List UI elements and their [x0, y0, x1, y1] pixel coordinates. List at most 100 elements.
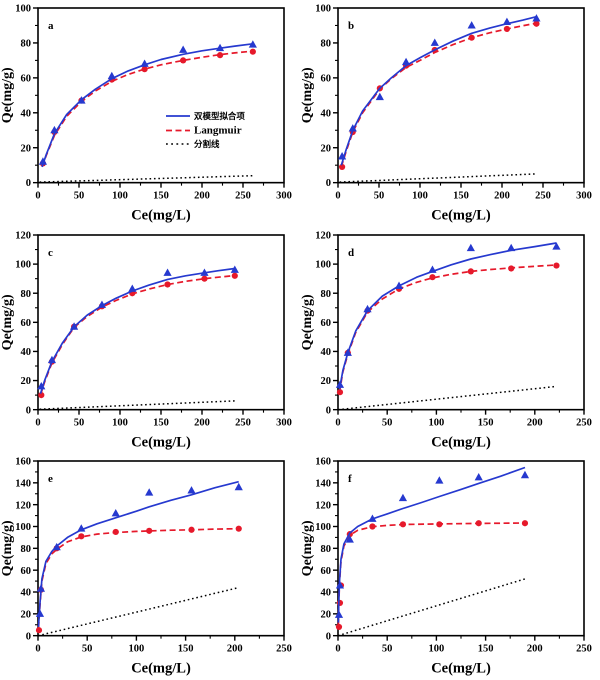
y-tick-label: 0 [326, 632, 331, 643]
y-tick-label: 120 [15, 230, 31, 241]
chart-d: 0 50 100 150 200 250 0 20 40 60 80 100 120 Ce(mg/L) Qe… [300, 230, 592, 450]
data-point-circle [78, 533, 85, 540]
x-axis-label: Ce(mg/L) [131, 434, 191, 450]
data-point-triangle [140, 59, 149, 67]
x-tick-label: 100 [129, 644, 145, 655]
data-point-triangle [215, 43, 225, 52]
panel-letter: f [348, 473, 352, 485]
x-tick-label: 150 [153, 417, 169, 428]
x-axis-label: Ce(mg/L) [431, 661, 491, 677]
data-point-triangle [394, 281, 404, 289]
data-point-triangle [69, 321, 79, 330]
y-tick-label: 160 [315, 457, 331, 468]
y-tick-label: 80 [21, 39, 31, 50]
y-tick-label: 60 [321, 318, 331, 329]
x-tick-label: 50 [382, 417, 392, 428]
divider-curve [39, 399, 235, 410]
data-point-triangle [428, 265, 437, 273]
x-tick-label: 250 [576, 417, 592, 428]
y-axis-label: Qe(mg/g) [300, 520, 315, 576]
data-point-circle [429, 273, 436, 280]
data-point-triangle [368, 514, 377, 523]
y-axis-label: Qe(mg/g) [300, 294, 315, 350]
data-point-triangle [345, 535, 354, 543]
data-point-triangle [334, 610, 344, 619]
y-tick-label: 20 [321, 376, 331, 387]
dual-model-curve [41, 42, 253, 168]
data-point-triangle [77, 96, 86, 104]
y-tick-label: 0 [326, 178, 331, 189]
data-point-triangle [552, 241, 561, 250]
data-point-circle [553, 262, 560, 269]
divider-curve [37, 587, 239, 637]
data-point-triangle [234, 483, 243, 491]
y-tick-label: 40 [21, 347, 31, 358]
y-tick-label: 100 [15, 4, 31, 15]
data-point-circle [249, 48, 256, 55]
data-point-circle [475, 520, 482, 527]
data-point-triangle [401, 57, 411, 66]
data-point-triangle [187, 486, 196, 494]
x-tick-label: 250 [235, 417, 251, 428]
y-tick-label: 60 [21, 318, 31, 329]
x-tick-label: 250 [576, 644, 592, 655]
data-point-circle [146, 528, 153, 535]
data-point-circle [521, 520, 529, 527]
x-tick-label: 200 [494, 191, 510, 202]
data-point-circle [235, 525, 242, 533]
subplot-c: 0 50 100 150 200 250 300 0 20 40 60 80 100 120 Ce(mg/L… [0, 227, 300, 454]
data-point-triangle [335, 380, 345, 388]
chart-e: 0 50 100 150 200 250 0 20 40 60 80 100 120 140 160 Ce(m… [0, 457, 292, 677]
divider-curve [339, 173, 537, 183]
data-point-triangle [398, 494, 408, 502]
data-point-circle [231, 272, 238, 279]
x-tick-label: 0 [335, 191, 340, 202]
x-tick-label: 250 [235, 191, 251, 202]
y-tick-label: 140 [15, 479, 31, 490]
data-point-triangle [97, 300, 107, 308]
x-axis-label: Ce(mg/L) [431, 434, 491, 450]
panel-letter: a [48, 20, 54, 32]
x-tick-label: 100 [429, 417, 445, 428]
panel-letter: d [348, 247, 354, 259]
x-tick-label: 50 [374, 191, 384, 202]
data-point-triangle [35, 609, 45, 618]
x-tick-label: 200 [227, 644, 243, 655]
data-point-triangle [200, 268, 209, 276]
langmuir-curve [337, 522, 526, 626]
chart-f: 0 50 100 150 200 250 0 20 40 60 80 100 120 140 160 Ce(m… [300, 457, 592, 677]
y-tick-label: 40 [321, 588, 331, 599]
data-point-circle [467, 267, 474, 275]
x-tick-label: 100 [412, 191, 428, 202]
y-tick-label: 80 [21, 544, 31, 555]
y-axis-label: Qe(mg/g) [0, 294, 15, 350]
data-point-triangle [179, 45, 188, 53]
subplot-a: 0 50 100 150 200 250 300 0 20 40 60 80 100 Ce(mg/L) Qe… [0, 0, 300, 227]
x-tick-label: 100 [112, 417, 128, 428]
y-tick-label: 80 [321, 544, 331, 555]
data-point-triangle [348, 124, 357, 132]
x-tick-label: 200 [527, 417, 543, 428]
y-tick-label: 40 [21, 108, 31, 119]
y-tick-label: 160 [15, 457, 31, 468]
data-point-triangle [47, 355, 57, 363]
langmuir-curve [39, 274, 235, 396]
x-tick-label: 50 [382, 644, 392, 655]
data-point-circle [436, 521, 443, 528]
data-point-triangle [37, 381, 46, 390]
x-tick-label: 150 [478, 644, 494, 655]
data-point-triangle [363, 304, 372, 312]
legend-label-langmuir: Langmuir [194, 125, 242, 137]
y-tick-label: 0 [26, 178, 31, 189]
axes-frame [37, 7, 285, 184]
langmuir-curve [340, 22, 537, 168]
data-point-triangle [467, 21, 476, 29]
x-tick-label: 50 [74, 417, 84, 428]
subplot-f: 0 50 100 150 200 250 0 20 40 60 80 100 120 140 160 Ce(m… [300, 453, 600, 680]
divider-curve [39, 174, 253, 183]
y-tick-label: 20 [321, 610, 331, 621]
x-tick-label: 0 [335, 417, 340, 428]
dual-model-curve [340, 15, 537, 166]
y-tick-label: 20 [21, 143, 31, 154]
x-tick-label: 200 [194, 417, 210, 428]
